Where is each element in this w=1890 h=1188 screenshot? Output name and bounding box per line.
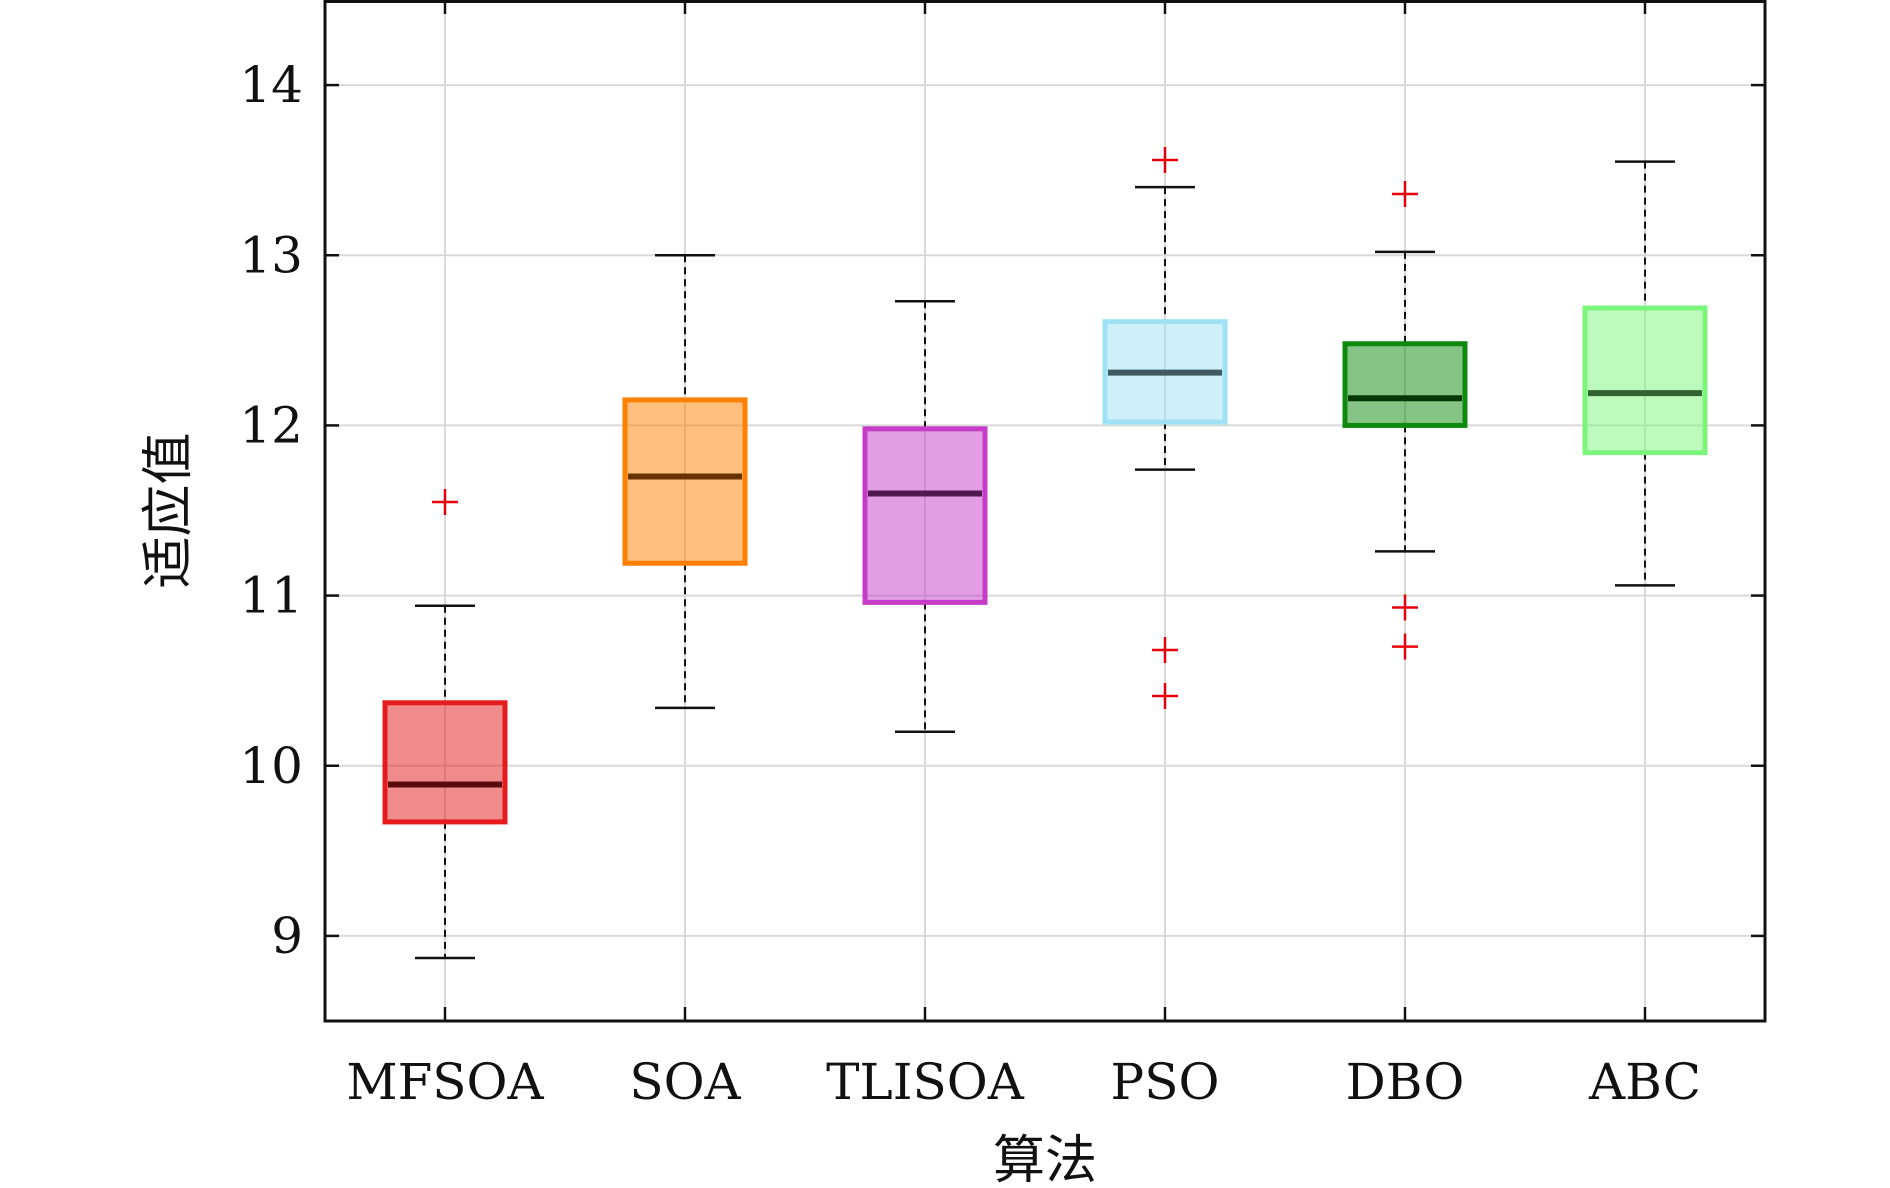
- box-dbo: [1342, 180, 1468, 660]
- box-tlisoa: [862, 299, 988, 733]
- y-tick-label: 14: [239, 56, 303, 114]
- outlier-marker: [1392, 633, 1418, 660]
- box-layer: [382, 146, 1708, 960]
- x-tick-label: MFSOA: [346, 1053, 544, 1111]
- box-pso: [1102, 146, 1228, 709]
- iqr-box: [1582, 305, 1708, 456]
- x-axis-label: 算法: [993, 1131, 1097, 1188]
- iqr-box: [1342, 341, 1468, 428]
- x-tick-label: TLISOA: [826, 1053, 1025, 1111]
- iqr-box: [622, 397, 748, 566]
- iqr-box: [862, 426, 988, 605]
- box-abc: [1582, 160, 1708, 587]
- y-axis-label: 适应值: [139, 432, 199, 588]
- x-tick-label: SOA: [629, 1053, 741, 1111]
- x-tick-label: PSO: [1111, 1053, 1220, 1111]
- outlier-marker: [1392, 180, 1418, 207]
- box-mfsoa: [382, 488, 508, 960]
- outlier-marker: [432, 488, 458, 515]
- x-tick-label: DBO: [1346, 1053, 1465, 1111]
- outlier-marker: [1152, 637, 1178, 664]
- y-tick-label: 9: [271, 907, 303, 965]
- y-tick-label: 12: [239, 396, 303, 454]
- plot-frame: [323, 0, 1767, 1023]
- tick-layer: 9 10 11 12 13 14 MFSOA SOA TLISOA PSO DBO ABC: [239, 0, 1765, 1111]
- outlier-marker: [1152, 146, 1178, 173]
- y-tick-label: 13: [239, 226, 303, 284]
- box-soa: [622, 254, 748, 710]
- x-tick-label: ABC: [1588, 1053, 1701, 1111]
- outlier-marker: [1392, 594, 1418, 621]
- y-tick-label: 11: [239, 567, 303, 625]
- grid-layer: [325, 0, 1765, 1021]
- outlier-marker: [1152, 682, 1178, 709]
- y-tick-label: 10: [239, 737, 303, 795]
- iqr-box: [382, 700, 508, 825]
